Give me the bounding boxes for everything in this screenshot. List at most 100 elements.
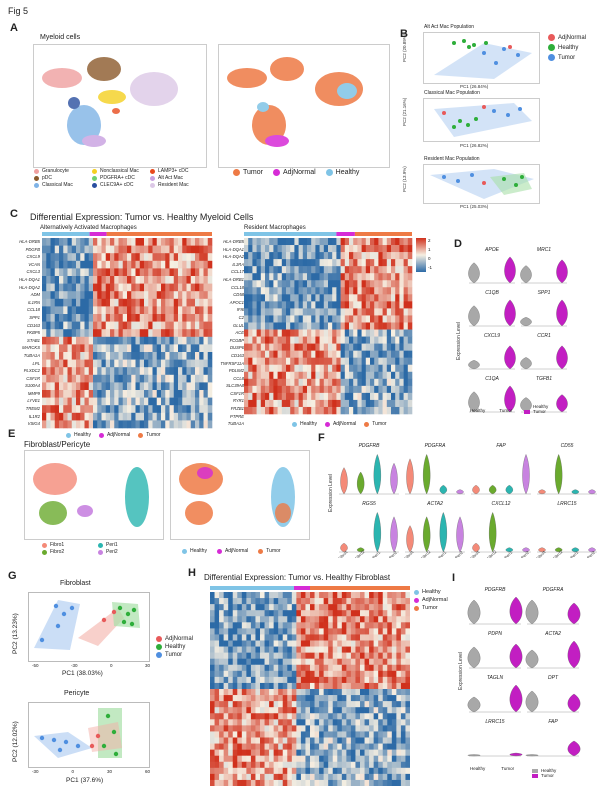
heatmap-cell bbox=[328, 682, 334, 690]
heatmap-cell bbox=[386, 378, 392, 387]
heatmap-cell bbox=[246, 695, 252, 702]
heatmap-cell bbox=[281, 357, 287, 366]
heatmap-cell bbox=[228, 695, 234, 702]
heatmap-cell bbox=[219, 719, 224, 726]
gene-label: SLC39A8 bbox=[226, 383, 244, 389]
heatmap-cell bbox=[152, 321, 158, 330]
heatmap-cell bbox=[84, 405, 90, 414]
heatmap-cell bbox=[291, 598, 297, 605]
heatmap-cell bbox=[373, 628, 379, 635]
heatmap-cell bbox=[260, 749, 265, 756]
panel-label-a: A bbox=[10, 22, 18, 34]
heatmap-cell bbox=[298, 252, 304, 260]
heatmap-cell bbox=[255, 725, 261, 732]
heatmap-cell bbox=[152, 397, 158, 406]
heatmap-cell bbox=[302, 238, 308, 246]
heatmap-cell bbox=[361, 371, 367, 380]
heatmap-cell bbox=[391, 676, 397, 684]
heatmap-cell bbox=[350, 779, 356, 786]
heatmap-cell bbox=[93, 321, 98, 330]
heatmap-cell bbox=[173, 352, 179, 360]
heatmap-cell bbox=[260, 713, 265, 720]
heatmap-cell bbox=[67, 412, 73, 421]
heatmap-cell bbox=[407, 336, 413, 344]
heatmap-cell bbox=[269, 670, 274, 678]
heatmap-cell bbox=[349, 280, 354, 288]
heatmap-cell bbox=[364, 773, 370, 781]
heatmap-cell bbox=[395, 329, 400, 337]
gene-label: HLA-DQA2 bbox=[19, 284, 40, 290]
heatmap-cell bbox=[54, 321, 60, 330]
heatmap-cell bbox=[349, 378, 354, 387]
heatmap-cell bbox=[314, 676, 320, 684]
heatmap-cell bbox=[237, 628, 243, 635]
heatmap-cell bbox=[241, 713, 247, 720]
violin bbox=[472, 485, 480, 495]
heatmap-cell bbox=[364, 610, 370, 617]
heatmap-cell bbox=[286, 406, 291, 415]
heatmap-cell bbox=[265, 371, 270, 380]
point bbox=[506, 113, 510, 117]
heatmap-cell bbox=[399, 315, 404, 323]
heatmap-cell bbox=[93, 336, 98, 345]
pca-resident-mac bbox=[423, 164, 540, 204]
heatmap-cell bbox=[300, 676, 306, 684]
heatmap-cell bbox=[391, 652, 397, 659]
heatmap-cell bbox=[256, 273, 262, 281]
heatmap-cell bbox=[63, 352, 68, 360]
heatmap-cell bbox=[237, 658, 243, 666]
heatmap-cell bbox=[152, 344, 158, 353]
heatmap-cell bbox=[344, 392, 350, 401]
heatmap-cell bbox=[328, 737, 334, 744]
heatmap-cell bbox=[302, 266, 308, 274]
heatmap-cell bbox=[386, 245, 392, 253]
heatmap-cell bbox=[355, 610, 361, 617]
heatmap-cell bbox=[244, 280, 249, 288]
heatmap-cell bbox=[305, 743, 311, 750]
heatmap-cell bbox=[311, 378, 316, 387]
heatmap-cell bbox=[110, 405, 115, 414]
heatmap-cell bbox=[287, 628, 293, 635]
heatmap-cell bbox=[110, 367, 115, 376]
heatmap-cell bbox=[144, 329, 149, 338]
heatmap-cell bbox=[152, 276, 158, 284]
heatmap-cell bbox=[260, 658, 265, 666]
heatmap-cell bbox=[264, 616, 270, 623]
heatmap-cell bbox=[214, 616, 220, 623]
heatmap-cell bbox=[328, 273, 333, 281]
heatmap-cell bbox=[195, 397, 200, 406]
heatmap-cell bbox=[405, 767, 410, 775]
heatmap-cell bbox=[195, 420, 200, 429]
heatmap-cell bbox=[207, 359, 213, 368]
heatmap-cell bbox=[365, 378, 371, 387]
heatmap-cell bbox=[369, 749, 374, 756]
heatmap-cell bbox=[290, 364, 295, 373]
heatmap-cell bbox=[365, 399, 371, 408]
heatmap-cell bbox=[391, 308, 396, 316]
heatmap-cell bbox=[355, 743, 361, 750]
heatmap-cell bbox=[396, 707, 402, 714]
heatmap-cell bbox=[105, 336, 111, 345]
violin bbox=[509, 596, 523, 625]
heatmap-cell bbox=[298, 287, 304, 295]
heatmap-cell bbox=[328, 731, 334, 738]
heatmap-cell bbox=[241, 652, 247, 659]
heatmap-cell bbox=[365, 329, 371, 337]
heatmap-cell bbox=[248, 336, 253, 344]
heatmap-cell bbox=[59, 238, 64, 246]
heatmap-cell bbox=[182, 367, 187, 376]
heatmap-cell bbox=[346, 737, 352, 744]
heatmap-cell bbox=[277, 378, 283, 387]
heatmap-cell bbox=[46, 268, 51, 277]
heatmap-cell bbox=[260, 280, 266, 288]
heatmap-cell bbox=[290, 385, 295, 394]
heatmap-cell bbox=[131, 412, 136, 421]
heatmap-cell bbox=[278, 695, 284, 702]
legend-item: AdjNormal bbox=[216, 548, 248, 554]
heatmap-cell bbox=[228, 646, 234, 653]
heatmap-cell bbox=[214, 652, 220, 659]
heatmap-cell bbox=[328, 640, 334, 647]
heatmap-cell bbox=[195, 238, 200, 246]
heatmap-cell bbox=[110, 306, 115, 315]
heatmap-cell bbox=[357, 357, 362, 366]
